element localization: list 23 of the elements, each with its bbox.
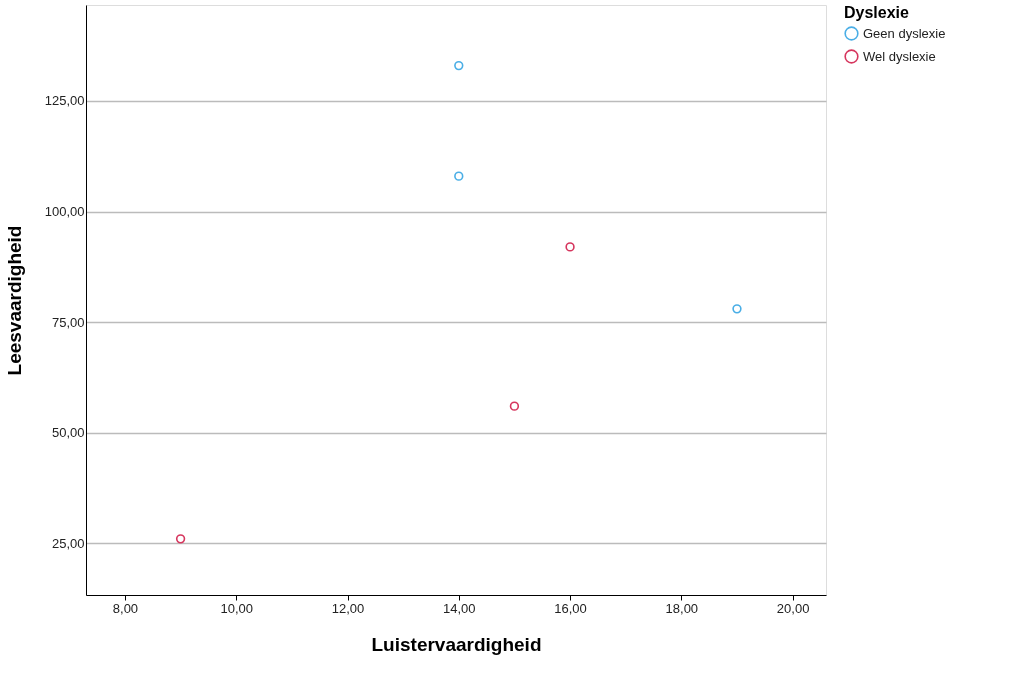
point [454,171,464,181]
y-tick-label: 50,00 [51,425,85,441]
point [175,534,186,544]
point [509,401,520,411]
x-tick-label: 14,00 [443,600,476,616]
y-tick-label: 125,00 [44,93,85,109]
x-tick-label: 12,00 [331,600,365,616]
point [454,60,464,71]
x-tick-label: 10,00 [220,600,253,616]
y-tick-label: 75,00 [51,314,85,330]
legend-title: Dyslexie [844,4,910,21]
x-tick-label: 20,00 [776,600,810,616]
y-axis-title: Leesvaardigheid [3,225,25,376]
x-tick-label: 16,00 [554,600,587,616]
x-axis-title: Luistervaardigheid [371,633,542,655]
point [565,242,575,252]
legend-label: Geen dyslexie [863,25,946,41]
legend-label: Wel dyslexie [863,48,936,64]
y-tick-label: 25,00 [51,535,85,551]
x-tick-label: 8,00 [112,600,139,616]
point [732,304,742,314]
y-tick-label: 100,00 [44,204,85,220]
x-tick-label: 18,00 [665,600,699,616]
